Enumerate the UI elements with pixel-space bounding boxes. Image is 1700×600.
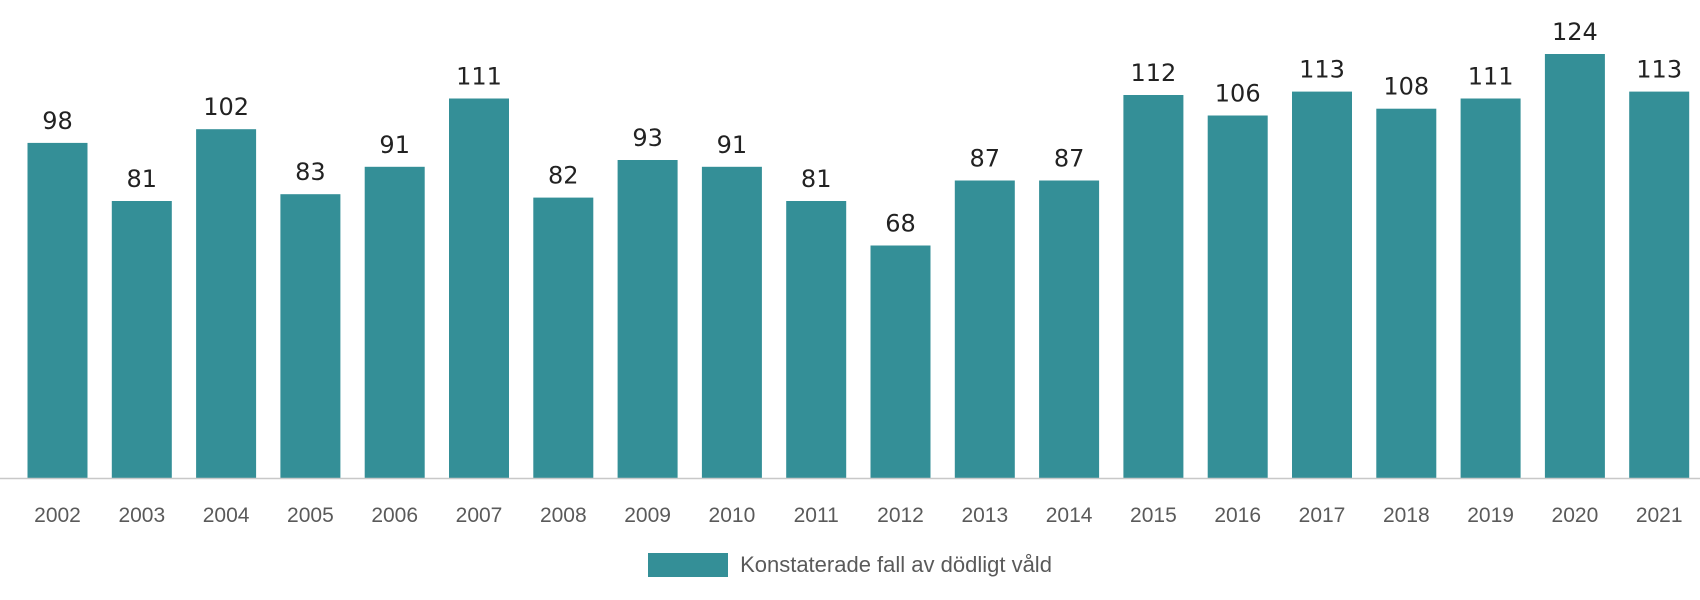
value-label-2017: 113 xyxy=(1299,56,1345,84)
x-tick-label-2004: 2004 xyxy=(203,504,250,527)
x-tick-label-2020: 2020 xyxy=(1552,504,1599,527)
legend: Konstaterade fall av dödligt våld xyxy=(0,552,1700,578)
x-tick-label-2017: 2017 xyxy=(1299,504,1346,527)
x-tick-label-2003: 2003 xyxy=(118,504,165,527)
bar-2012 xyxy=(870,245,931,478)
x-tick-label-2006: 2006 xyxy=(371,504,418,527)
value-label-2006: 91 xyxy=(379,131,410,159)
value-label-2012: 68 xyxy=(885,210,916,238)
value-label-2016: 106 xyxy=(1215,80,1261,108)
value-label-2004: 102 xyxy=(203,93,249,121)
value-label-2018: 108 xyxy=(1383,73,1429,101)
value-label-2015: 112 xyxy=(1130,59,1176,87)
bar-2019 xyxy=(1460,98,1521,478)
value-label-2021: 113 xyxy=(1636,56,1682,84)
x-tick-label-2010: 2010 xyxy=(709,504,756,527)
value-label-2005: 83 xyxy=(295,158,326,186)
bar-2008 xyxy=(533,197,594,478)
legend-label: Konstaterade fall av dödligt våld xyxy=(740,552,1052,577)
x-tick-label-2012: 2012 xyxy=(877,504,924,527)
bar-2004 xyxy=(196,129,257,478)
x-tick-label-2021: 2021 xyxy=(1636,504,1683,527)
value-label-2019: 111 xyxy=(1468,63,1514,91)
bar-2003 xyxy=(111,201,172,478)
x-tick-label-2009: 2009 xyxy=(624,504,671,527)
value-label-2009: 93 xyxy=(632,124,663,152)
value-labels-group: 98 81 102 83 91 111 82 93 91 81 68 87 87 112 106 113 108… xyxy=(42,18,1682,238)
bar-2014 xyxy=(1039,180,1100,478)
value-label-2007: 111 xyxy=(456,63,502,91)
x-tick-label-2018: 2018 xyxy=(1383,504,1430,527)
x-tick-labels-group: 2002 2003 2004 2005 2006 2007 2008 2009 2010 2011… xyxy=(34,504,1682,527)
bar-2002 xyxy=(27,142,88,478)
bar-2015 xyxy=(1123,95,1184,478)
value-label-2010: 91 xyxy=(717,131,748,159)
bar-2005 xyxy=(280,194,341,478)
x-tick-label-2015: 2015 xyxy=(1130,504,1177,527)
bar-2006 xyxy=(364,166,425,479)
bar-2007 xyxy=(449,98,509,478)
legend-swatch xyxy=(648,553,729,577)
bar-2018 xyxy=(1376,108,1437,478)
bar-2017 xyxy=(1292,91,1352,478)
value-label-2020: 124 xyxy=(1552,18,1598,46)
bar-2010 xyxy=(701,166,762,479)
x-tick-label-2019: 2019 xyxy=(1467,504,1514,527)
x-tick-label-2007: 2007 xyxy=(456,504,503,527)
x-tick-label-2011: 2011 xyxy=(794,504,839,527)
x-tick-label-2016: 2016 xyxy=(1214,504,1261,527)
x-tick-label-2008: 2008 xyxy=(540,504,587,527)
bar-2016 xyxy=(1207,115,1268,478)
value-label-2013: 87 xyxy=(970,145,1001,173)
value-label-2008: 82 xyxy=(548,162,579,190)
bar-2011 xyxy=(786,201,847,478)
value-label-2014: 87 xyxy=(1054,145,1085,173)
x-tick-label-2013: 2013 xyxy=(961,504,1008,527)
bars-group xyxy=(27,54,1690,479)
bar-2009 xyxy=(617,160,678,478)
bar-2013 xyxy=(954,180,1015,478)
x-tick-label-2005: 2005 xyxy=(287,504,334,527)
x-tick-label-2002: 2002 xyxy=(34,504,81,527)
value-label-2011: 81 xyxy=(801,165,832,193)
value-label-2003: 81 xyxy=(127,165,158,193)
bar-2020 xyxy=(1544,54,1605,478)
x-tick-label-2014: 2014 xyxy=(1046,504,1093,527)
bar-2021 xyxy=(1629,91,1690,478)
value-label-2002: 98 xyxy=(42,107,73,135)
